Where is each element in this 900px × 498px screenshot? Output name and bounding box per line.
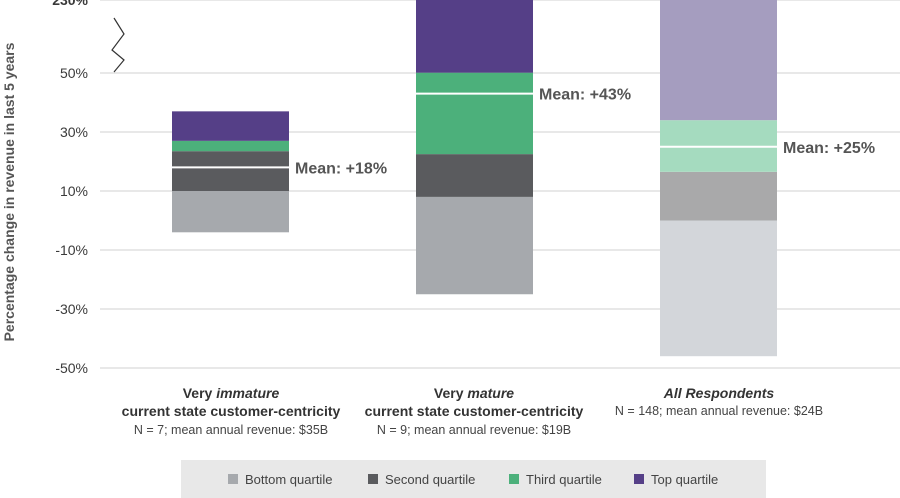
y-tick-label: 230% [52,0,88,8]
bar-segment-bottom [416,196,533,295]
y-axis-label: Percentage change in revenue in last 5 y… [1,42,17,341]
axis-break-zigzag [111,17,125,73]
category-subtitle: N = 148; mean annual revenue: $24B [615,404,823,418]
bar-segment-second [660,171,777,221]
category-title-line2: current state customer-centricity [365,403,584,419]
category-title-line2: current state customer-centricity [122,403,341,419]
bar-segment-second [172,151,289,191]
category-labels: Very immature current state customer-cent… [122,385,823,437]
category-subtitle: N = 9; mean annual revenue: $19B [377,423,571,437]
mean-label: Mean: +25% [783,140,875,157]
axis-break-mark [111,17,125,73]
bar-segment-third [416,72,533,155]
category-title: Very immature [183,385,280,401]
legend-box [181,460,766,498]
category-subtitle: N = 7; mean annual revenue: $35B [134,423,328,437]
y-tick-label: 10% [60,183,88,199]
legend-label: Second quartile [385,472,475,487]
category-title: All Respondents [663,385,775,401]
y-tick-label: -30% [55,301,88,317]
y-tick-label: 50% [60,65,88,81]
bar-group: Mean: +18% [172,111,387,233]
bar-segment-top [660,0,777,121]
bar-segment-second [416,154,533,197]
bar-segment-top [416,0,533,73]
mean-label: Mean: +43% [539,87,631,104]
y-tick-label: -10% [55,242,88,258]
legend-swatch [509,474,519,484]
bar-segment-third [172,140,289,152]
bar-group: Mean: +25% [660,0,875,357]
bar-segment-top [172,111,289,141]
legend-label: Top quartile [651,472,718,487]
bar-segment-bottom [172,191,289,233]
bar-segment-bottom [660,220,777,357]
legend-swatch [368,474,378,484]
category-title: Very mature [434,385,514,401]
y-axis-ticks: 230% 50% 30% 10% -10% -30% -50% [52,0,88,376]
legend: Bottom quartile Second quartile Third quar… [181,460,766,498]
y-tick-label: 30% [60,124,88,140]
legend-label: Third quartile [526,472,602,487]
legend-swatch [228,474,238,484]
bars: Mean: +18% Mean: +43% Mean: +25% [172,0,875,357]
y-tick-label: -50% [55,360,88,376]
legend-label: Bottom quartile [245,472,332,487]
legend-swatch [634,474,644,484]
bar-group: Mean: +43% [416,0,631,295]
mean-label: Mean: +18% [295,160,387,177]
